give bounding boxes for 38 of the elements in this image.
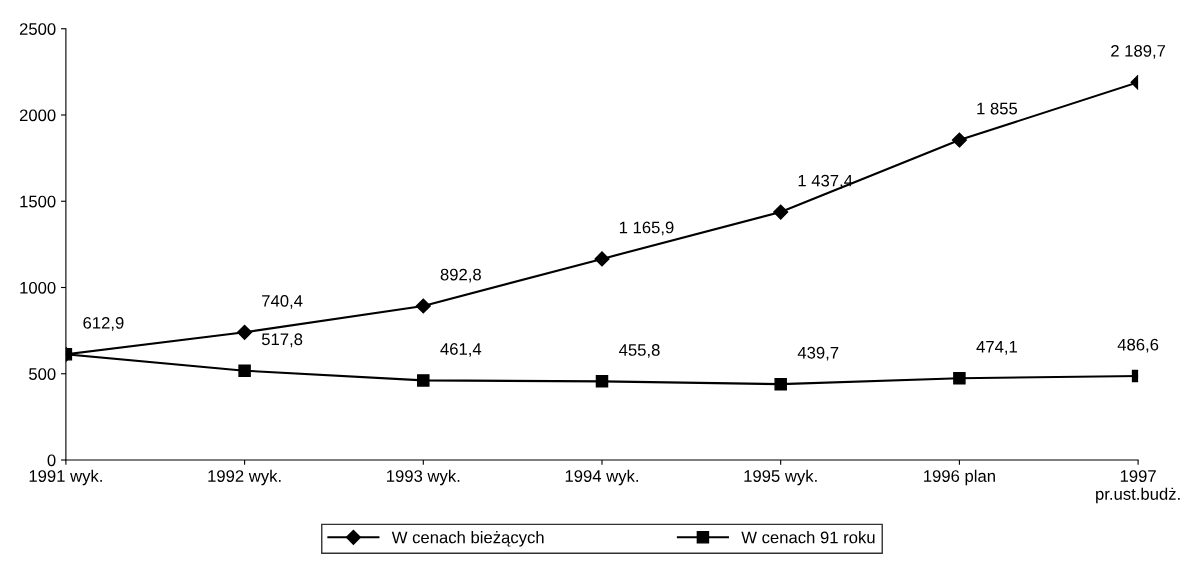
point xyxy=(951,132,967,148)
point xyxy=(774,377,787,391)
point xyxy=(417,374,430,387)
point xyxy=(237,324,253,340)
point xyxy=(415,298,431,314)
data-label: 740,4 xyxy=(262,294,303,309)
y-tick-label: 500 xyxy=(29,368,56,380)
y-tick-label: 2500 xyxy=(19,23,56,35)
data-label: 2 189,7 xyxy=(1111,44,1166,59)
x-tick-label: 1996 plan xyxy=(924,469,995,486)
x-tick-label: 1993 wyk. xyxy=(387,469,460,486)
point xyxy=(594,251,610,267)
point xyxy=(773,204,789,220)
y-tick-label: 1000 xyxy=(20,281,56,294)
data-label: 1 165,9 xyxy=(619,221,674,236)
legend-label: W cenach 91 roku xyxy=(741,531,875,544)
data-label: 892,8 xyxy=(440,268,481,283)
data-label: 455,8 xyxy=(619,344,660,358)
x-tick-label: 1991 wyk. xyxy=(29,469,102,486)
data-label: 486,6 xyxy=(1117,338,1159,353)
y-tick-label: 1500 xyxy=(20,195,56,208)
legend-label: W cenach bieżących xyxy=(391,531,544,547)
data-label: 461,4 xyxy=(440,343,482,357)
x-tick-label: 1992 wyk. xyxy=(208,469,281,486)
y-tick-label: 0 xyxy=(47,454,56,467)
data-label: 1 437,4 xyxy=(798,174,853,189)
x-tick-label: 1997 pr.ust.budż. xyxy=(1096,470,1180,504)
point xyxy=(238,364,251,377)
data-label: 612,9 xyxy=(83,316,124,331)
point xyxy=(953,371,966,385)
point xyxy=(595,375,609,388)
y-tick-label: 2000 xyxy=(19,109,56,122)
data-label: 517,8 xyxy=(261,333,303,348)
data-label: 1 855 xyxy=(977,102,1018,115)
data-label: 474,1 xyxy=(976,341,1017,355)
x-tick-label: 1995 wyk. xyxy=(744,469,817,486)
data-label: 439,7 xyxy=(797,346,839,361)
x-tick-label: 1994 wyk. xyxy=(565,469,638,486)
